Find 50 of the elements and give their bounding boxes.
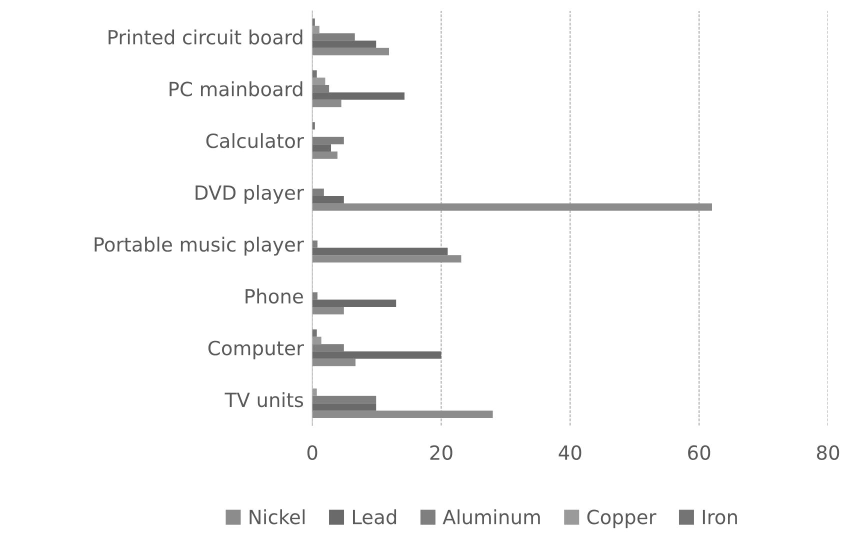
bar (312, 188, 324, 196)
bar (312, 122, 315, 130)
bar (312, 240, 318, 248)
x-tick-label: 80 (816, 445, 840, 460)
legend-label: Lead (353, 509, 396, 524)
legend-label: Iron (702, 510, 737, 524)
bar (312, 85, 330, 92)
bar (312, 100, 342, 108)
legend-label: Nickel (250, 509, 305, 524)
y-tick-label: Calculator (206, 133, 304, 148)
bar (312, 26, 320, 34)
bar (312, 248, 448, 256)
y-tick-label: Computer (208, 340, 304, 360)
bar (312, 329, 317, 337)
bar (312, 255, 462, 263)
bar (312, 410, 493, 418)
bar (312, 203, 712, 211)
y-tick-label: Printed circuit board (108, 30, 302, 45)
bar (312, 306, 344, 314)
bar (312, 33, 355, 41)
legend-label: Aluminum (442, 509, 540, 524)
bar (312, 152, 338, 159)
bar (312, 403, 376, 411)
y-tick-label: PC mainboard (170, 81, 302, 96)
bar (312, 300, 396, 307)
bar (312, 388, 317, 396)
bar (312, 48, 390, 56)
bar (312, 336, 322, 344)
y-tick-label: TV units (224, 392, 304, 408)
legend-label: Copper (587, 510, 656, 528)
x-tick-label: 40 (558, 445, 582, 460)
bar (312, 40, 376, 48)
bar (312, 396, 376, 404)
bar (312, 70, 317, 78)
x-tick-label: 60 (688, 445, 710, 460)
bar (312, 78, 326, 86)
bar (312, 196, 344, 204)
bar (312, 344, 344, 352)
bar (312, 92, 404, 100)
bar (312, 136, 344, 144)
y-tick-label: Phone (246, 288, 303, 304)
bar (312, 358, 356, 366)
x-tick-label: 20 (430, 445, 452, 460)
x-tick-label: 0 (307, 445, 318, 460)
bar (312, 292, 318, 300)
bar (312, 18, 315, 26)
y-tick-label: Portable music player (94, 236, 304, 256)
bar (312, 144, 332, 152)
y-tick-label: DVD player (196, 184, 304, 204)
bar (312, 351, 442, 359)
